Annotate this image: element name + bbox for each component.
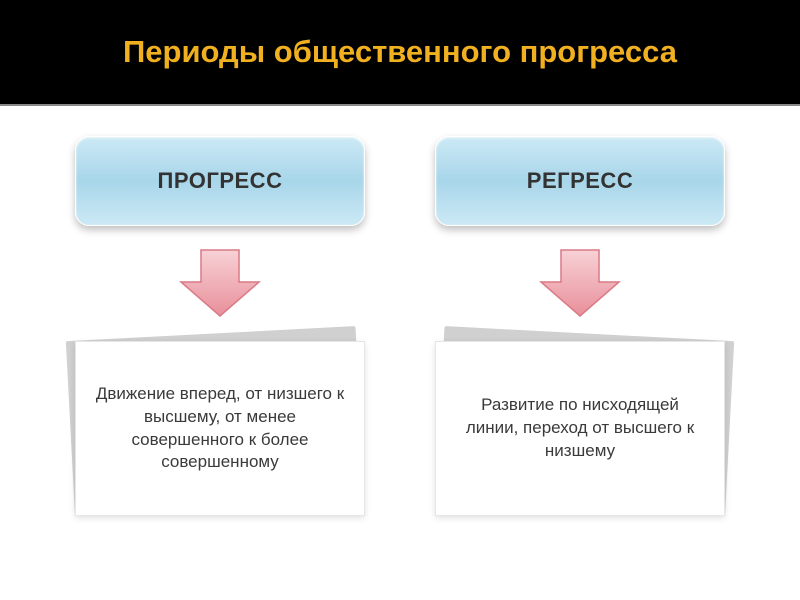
description-card-regress: Развитие по нисходящей линии, переход от… [435,341,725,516]
description-text-progress: Движение вперед, от низшего к высшему, о… [94,383,346,475]
description-card-progress: Движение вперед, от низшего к высшему, о… [75,341,365,516]
arrow-down-icon [177,248,263,318]
column-regress: РЕГРЕСС Развитие по нисходящей линии, пе… [425,136,735,516]
concept-label-regress: РЕГРЕСС [527,168,633,194]
concept-box-regress: РЕГРЕСС [435,136,725,226]
arrow-down-regress [537,248,623,323]
diagram-content: ПРОГРЕСС Движение вперед, от низшего к в… [0,106,800,516]
arrow-down-progress [177,248,263,323]
slide-title: Периоды общественного прогресса [123,33,677,72]
slide-header: Периоды общественного прогресса [0,0,800,104]
card-front: Развитие по нисходящей линии, переход от… [435,341,725,516]
card-front: Движение вперед, от низшего к высшему, о… [75,341,365,516]
arrow-down-icon [537,248,623,318]
concept-box-progress: ПРОГРЕСС [75,136,365,226]
concept-label-progress: ПРОГРЕСС [158,168,283,194]
column-progress: ПРОГРЕСС Движение вперед, от низшего к в… [65,136,375,516]
description-text-regress: Развитие по нисходящей линии, переход от… [454,394,706,463]
